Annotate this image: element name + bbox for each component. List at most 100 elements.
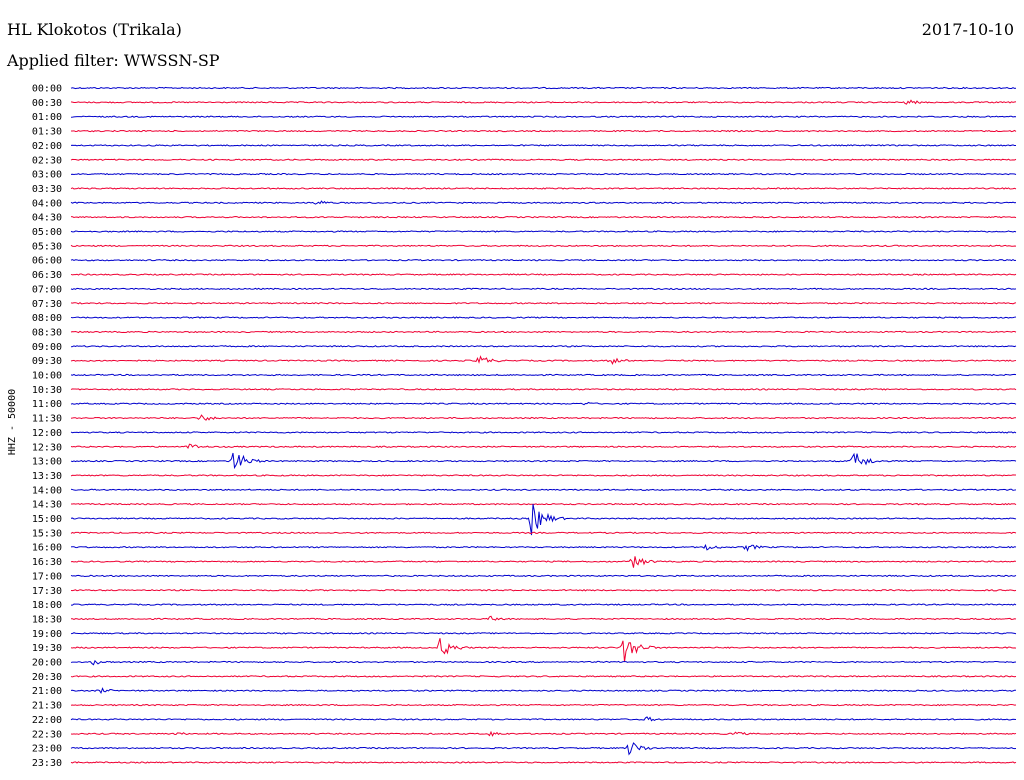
row-label: 16:00: [32, 543, 62, 554]
row-label: 08:30: [32, 327, 62, 338]
row-label: 18:30: [32, 614, 62, 625]
row-label: 01:00: [32, 112, 62, 123]
row-label: 22:00: [32, 715, 62, 726]
trace-1700: [70, 574, 1017, 578]
row-label: 17:00: [32, 571, 62, 582]
trace-2100: [70, 687, 1017, 695]
row-label: 01:30: [32, 127, 62, 138]
row-label: 19:30: [32, 643, 62, 654]
row-label: 03:30: [32, 184, 62, 195]
row-label: 12:00: [32, 428, 62, 439]
trace-1000: [70, 373, 1017, 377]
row-label: 10:30: [32, 385, 62, 396]
row-label: 06:30: [32, 270, 62, 281]
row-label: 22:30: [32, 729, 62, 740]
trace-0600: [70, 259, 1017, 262]
trace-0300: [70, 172, 1017, 176]
trace-2300: [70, 742, 1017, 756]
row-label: 00:30: [32, 98, 62, 109]
row-label: 19:00: [32, 629, 62, 640]
row-label: 14:30: [32, 500, 62, 511]
row-label: 21:30: [32, 701, 62, 712]
trace-1100: [70, 401, 1017, 406]
row-label: 03:00: [32, 170, 62, 181]
row-label: 13:30: [32, 471, 62, 482]
row-label: 00:00: [32, 84, 62, 95]
trace-1300: [70, 452, 1017, 470]
trace-1900: [70, 632, 1017, 635]
trace-0930: [70, 355, 1017, 365]
row-label: 21:00: [32, 686, 62, 697]
record-date: 2017-10-10: [921, 20, 1014, 39]
row-label: 02:00: [32, 141, 62, 152]
trace-0400: [70, 200, 1017, 205]
trace-0130: [70, 129, 1017, 133]
row-label: 20:30: [32, 672, 62, 683]
trace-2030: [70, 675, 1017, 678]
trace-2330: [70, 761, 1017, 764]
trace-0900: [70, 345, 1017, 348]
row-label: 12:30: [32, 442, 62, 453]
trace-1030: [70, 388, 1017, 391]
row-label: 09:30: [32, 356, 62, 367]
trace-1130: [70, 414, 1017, 421]
trace-0730: [70, 302, 1017, 305]
trace-0230: [70, 158, 1017, 161]
trace-1500: [70, 504, 1017, 536]
trace-2200: [70, 716, 1017, 722]
trace-0030: [70, 99, 1017, 105]
row-label: 23:30: [32, 758, 62, 769]
trace-0700: [70, 287, 1017, 291]
trace-1330: [70, 474, 1017, 477]
row-labels: 00:00 00:30 01:00 01:30 02:00 02:30 03:00 03:30…: [32, 84, 62, 769]
trace-lines: [70, 86, 1017, 764]
row-label: 05:30: [32, 241, 62, 252]
trace-0530: [70, 244, 1017, 248]
trace-0000: [70, 86, 1017, 90]
station-title: HL Klokotos (Trikala): [7, 20, 182, 39]
trace-1530: [70, 531, 1017, 535]
row-label: 16:30: [32, 557, 62, 568]
trace-0800: [70, 316, 1017, 319]
y-axis-label: HHZ - 50000: [7, 389, 18, 455]
row-label: 15:00: [32, 514, 62, 525]
row-label: 05:00: [32, 227, 62, 238]
trace-1730: [70, 589, 1017, 592]
row-label: 07:00: [32, 284, 62, 295]
row-label: 06:00: [32, 256, 62, 267]
row-label: 04:30: [32, 213, 62, 224]
trace-0630: [70, 273, 1017, 276]
row-label: 08:00: [32, 313, 62, 324]
row-label: 11:00: [32, 399, 62, 410]
applied-filter: Applied filter: WWSSN-SP: [7, 51, 220, 70]
trace-0500: [70, 230, 1017, 233]
row-label: 18:00: [32, 600, 62, 611]
trace-0430: [70, 215, 1017, 219]
trace-2230: [70, 730, 1017, 737]
trace-0330: [70, 187, 1017, 190]
trace-0830: [70, 330, 1017, 334]
row-label: 11:30: [32, 414, 62, 425]
trace-0200: [70, 144, 1017, 147]
trace-1400: [70, 488, 1017, 491]
trace-0100: [70, 115, 1017, 118]
row-label: 07:30: [32, 299, 62, 310]
trace-2130: [70, 703, 1017, 707]
row-label: 15:30: [32, 528, 62, 539]
trace-2000: [70, 659, 1017, 666]
row-label: 10:00: [32, 371, 62, 382]
trace-1430: [70, 502, 1017, 506]
row-label: 14:00: [32, 485, 62, 496]
row-label: 02:30: [32, 155, 62, 166]
row-label: 20:00: [32, 658, 62, 669]
row-label: 17:30: [32, 586, 62, 597]
trace-1200: [70, 431, 1017, 434]
trace-1930: [70, 638, 1017, 662]
trace-1830: [70, 615, 1017, 621]
row-label: 09:00: [32, 342, 62, 353]
trace-1800: [70, 603, 1017, 606]
row-label: 04:00: [32, 198, 62, 209]
row-label: 23:00: [32, 744, 62, 755]
trace-1600: [70, 543, 1017, 552]
